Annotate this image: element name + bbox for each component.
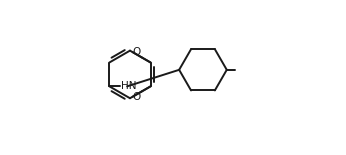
Text: HN: HN xyxy=(121,81,136,91)
Text: O: O xyxy=(133,92,141,102)
Text: O: O xyxy=(133,47,141,57)
